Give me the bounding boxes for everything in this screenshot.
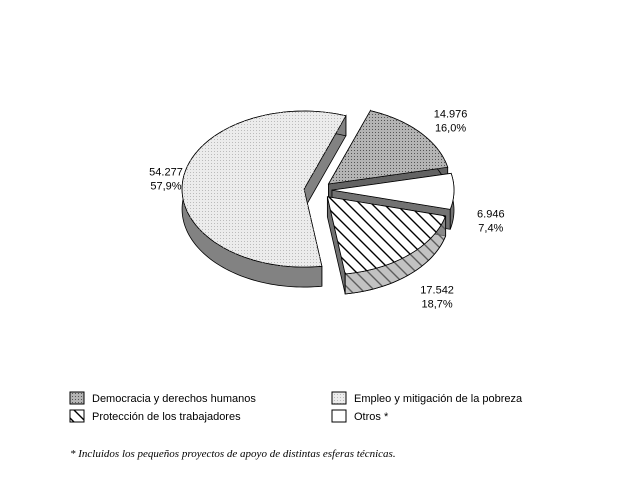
percent-label: 7,4% bbox=[478, 223, 503, 235]
percent-label: 57,9% bbox=[150, 180, 181, 192]
legend-swatch-texture bbox=[331, 391, 347, 405]
legend-label: Empleo y mitigación de la pobreza bbox=[354, 393, 523, 405]
legend-label: Democracia y derechos humanos bbox=[92, 393, 256, 405]
legend-label: Otros * bbox=[354, 411, 389, 423]
value-label: 14.976 bbox=[434, 108, 468, 120]
percent-label: 18,7% bbox=[422, 298, 453, 310]
value-label: 6.946 bbox=[477, 209, 505, 221]
value-label: 54.277 bbox=[149, 166, 183, 178]
slice-texture bbox=[328, 110, 448, 185]
legend-label: Protección de los trabajadores bbox=[92, 411, 241, 423]
slice-texture bbox=[182, 111, 346, 268]
legend-swatch-texture bbox=[69, 409, 85, 423]
footnote: * Incluidos los pequeños proyectos de ap… bbox=[70, 448, 396, 460]
slice-texture bbox=[331, 173, 454, 210]
value-label: 17.542 bbox=[420, 284, 454, 296]
legend-swatch-texture bbox=[331, 409, 347, 423]
legend-swatch-texture bbox=[69, 391, 85, 405]
slice-texture bbox=[327, 196, 446, 274]
percent-label: 16,0% bbox=[435, 122, 466, 134]
